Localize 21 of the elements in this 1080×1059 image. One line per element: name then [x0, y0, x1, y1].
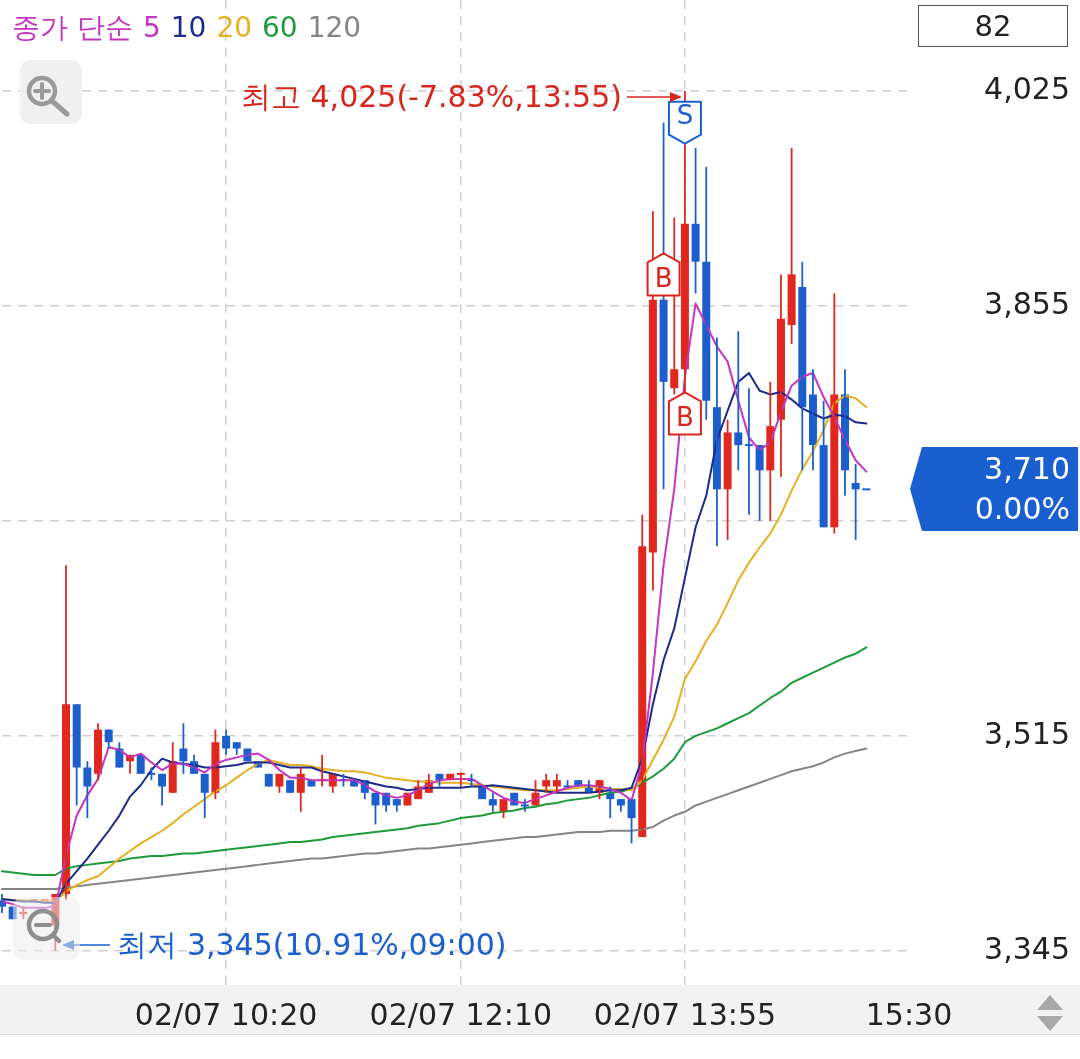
text: 5: [142, 11, 161, 44]
x-tick-label: 02/07 12:10: [369, 996, 553, 1032]
y-tick-label: 3,855: [984, 285, 1070, 321]
x-tick-label: 02/07 13:55: [593, 996, 777, 1032]
text: 20: [216, 11, 253, 44]
text: 10: [170, 11, 207, 44]
text: 60: [262, 11, 298, 44]
y-tick-label: 3,345: [984, 930, 1070, 966]
price-tag: 3,710 0.00%: [909, 447, 1078, 532]
x-tick-label: 02/07 10:20: [134, 996, 318, 1032]
y-tick-label: 4,025: [984, 70, 1070, 106]
data-label: B: [676, 401, 694, 432]
x-tick-label: 15:30: [865, 996, 953, 1032]
data-label: S: [676, 99, 694, 130]
y-tick-label: 3,515: [984, 715, 1070, 751]
annotation: 최고 4,025(-7.83%,13:55): [240, 78, 622, 117]
data-label: B: [654, 262, 673, 293]
text: 120: [307, 11, 362, 44]
legend-title: 종가 단순: [12, 11, 133, 44]
counter-field: 82: [918, 5, 1068, 47]
annotation: 최저 3,345(10.91%,09:00): [117, 925, 507, 964]
